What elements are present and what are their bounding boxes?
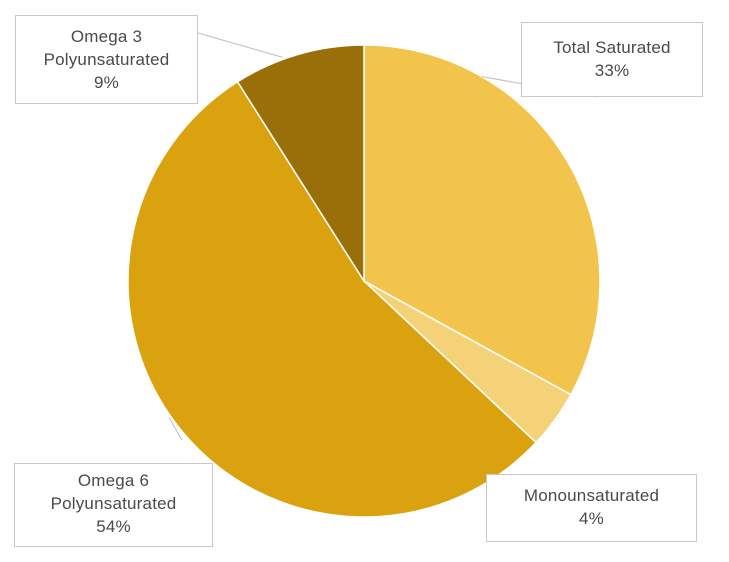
slice-label-monounsaturated: Monounsaturated <box>523 486 660 505</box>
slice-value-monounsaturated: 4% <box>579 509 604 528</box>
leader-omega-3 <box>197 32 283 58</box>
slice-label-omega-3-line2: Polyunsaturated <box>43 50 170 69</box>
slice-label-omega-3-line1: Omega 3 <box>70 27 143 46</box>
pie-slice-omega-3-polyunsaturated <box>236 44 365 284</box>
callout-omega-6: Omega 6 Polyunsaturated 54% <box>14 463 213 547</box>
slice-value-omega-6: 54% <box>96 517 131 536</box>
callout-monounsaturated: Monounsaturated 4% <box>486 474 697 542</box>
slice-label-omega-6-line1: Omega 6 <box>77 471 150 490</box>
pie-slices <box>127 44 601 518</box>
pie-slice-omega-6-polyunsaturated <box>127 80 538 518</box>
slice-value-total-saturated: 33% <box>594 61 630 80</box>
slice-value-omega-3: 9% <box>94 73 119 92</box>
callout-total-saturated: Total Saturated 33% <box>521 22 703 97</box>
slice-label-omega-6-line2: Polyunsaturated <box>50 494 177 513</box>
pie-slice-total-saturated <box>363 44 601 396</box>
callout-omega-3: Omega 3 Polyunsaturated 9% <box>15 15 198 104</box>
leader-omega-6 <box>168 417 183 441</box>
slice-label-total-saturated: Total Saturated <box>553 38 671 57</box>
